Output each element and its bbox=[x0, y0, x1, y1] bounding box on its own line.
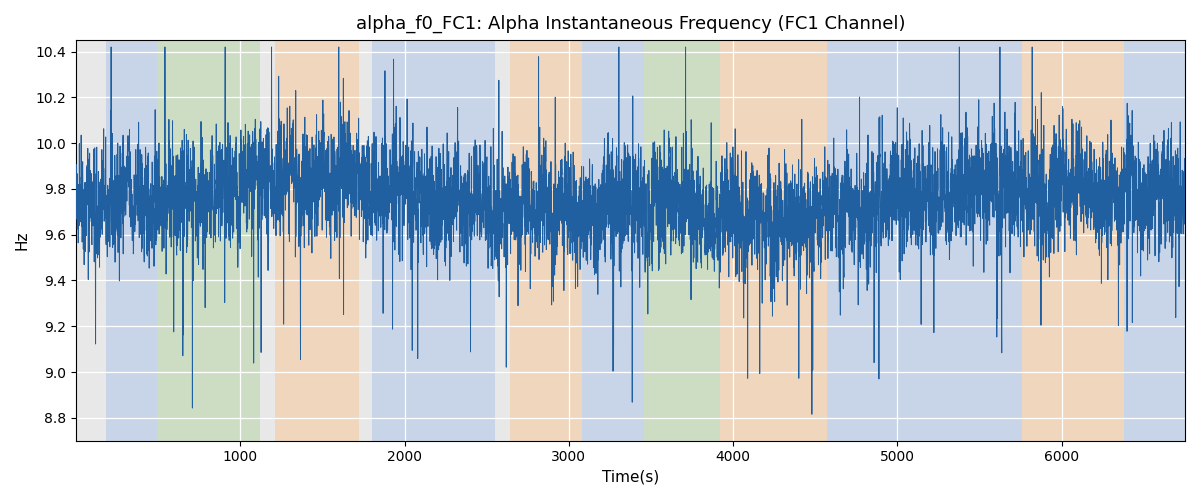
Bar bbox=[720, 40, 827, 440]
Bar bbox=[1022, 40, 1124, 440]
Y-axis label: Hz: Hz bbox=[14, 230, 30, 250]
Bar bbox=[107, 40, 156, 440]
Title: alpha_f0_FC1: Alpha Instantaneous Frequency (FC1 Channel): alpha_f0_FC1: Alpha Instantaneous Freque… bbox=[355, 15, 905, 34]
Bar bbox=[827, 40, 1022, 440]
X-axis label: Time(s): Time(s) bbox=[602, 470, 659, 485]
Bar bbox=[510, 40, 582, 440]
Bar bbox=[644, 40, 720, 440]
Bar bbox=[275, 40, 359, 440]
Bar bbox=[372, 40, 494, 440]
Bar bbox=[582, 40, 644, 440]
Bar bbox=[156, 40, 260, 440]
Bar bbox=[1124, 40, 1186, 440]
